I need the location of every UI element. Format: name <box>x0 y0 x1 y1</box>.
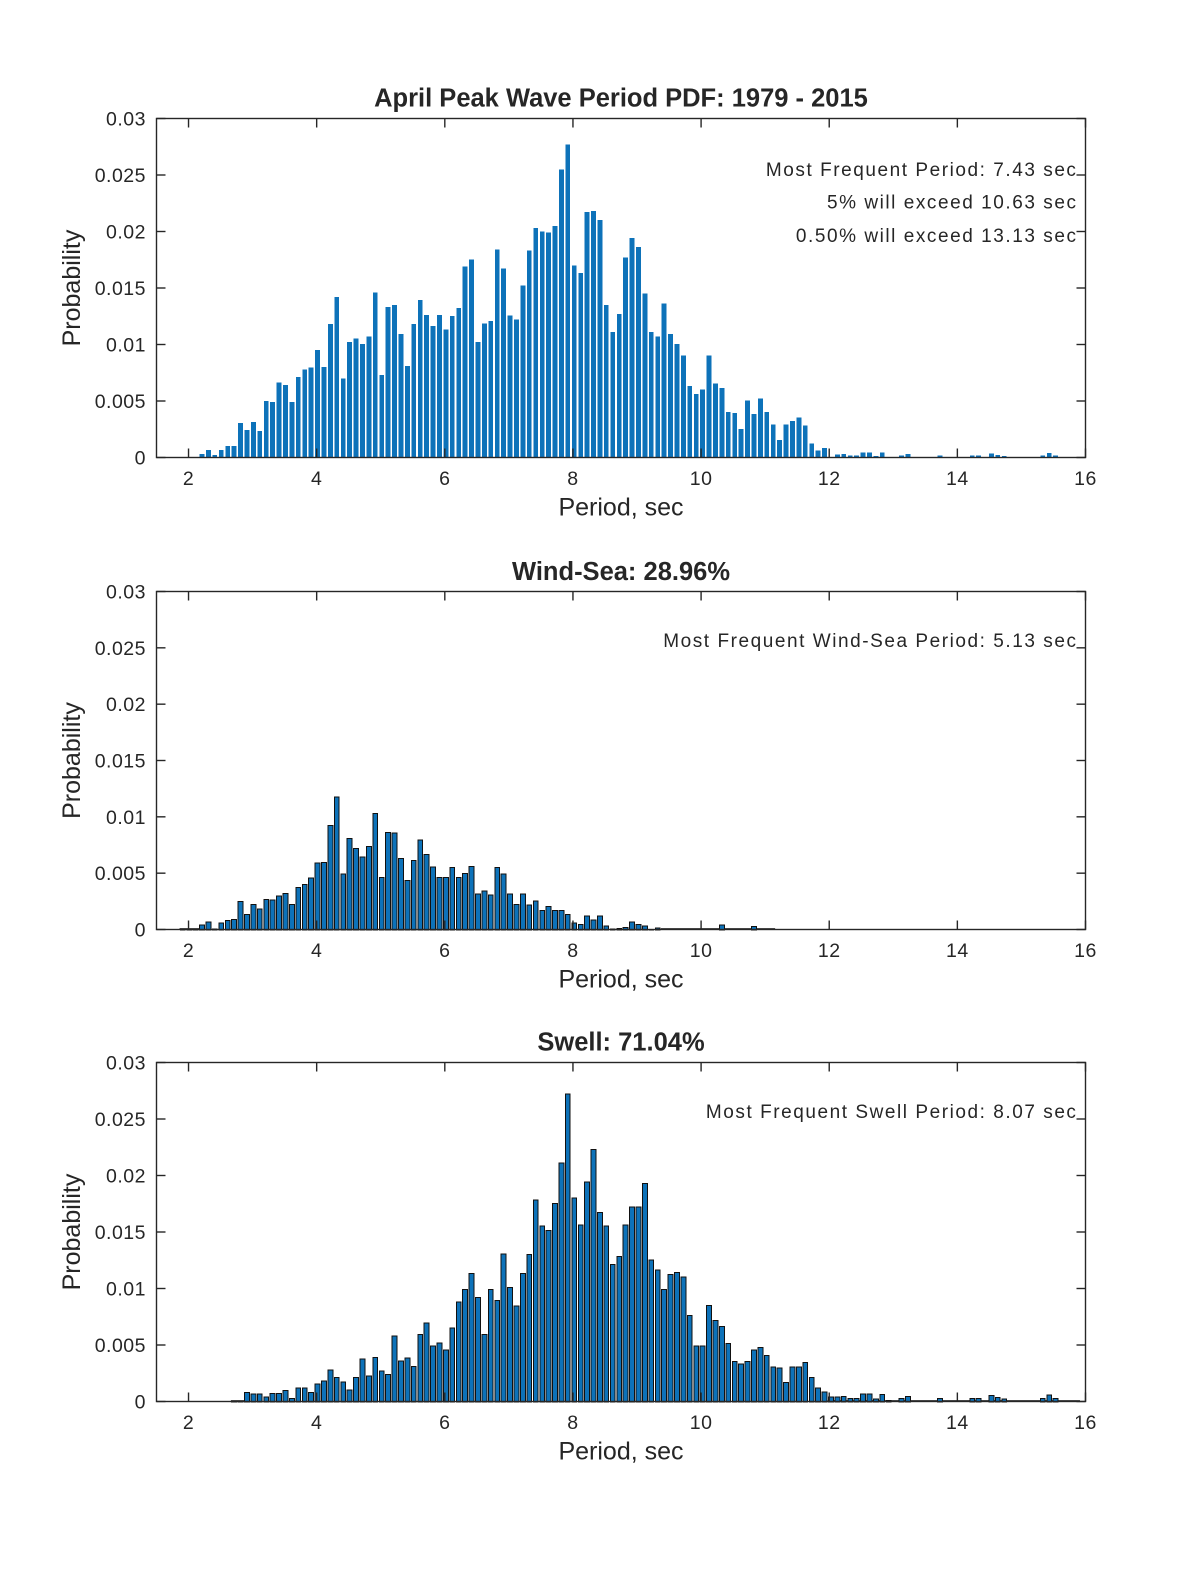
svg-text:10: 10 <box>690 468 713 490</box>
svg-text:14: 14 <box>946 1412 969 1434</box>
svg-text:0.02: 0.02 <box>106 222 146 244</box>
svg-text:Most Frequent Wind-Sea Period:: Most Frequent Wind-Sea Period: 5.13 sec <box>663 631 1077 652</box>
svg-text:Probability: Probability <box>58 702 86 819</box>
svg-text:12: 12 <box>818 940 841 962</box>
svg-text:10: 10 <box>690 1412 713 1434</box>
svg-text:12: 12 <box>818 1412 841 1434</box>
svg-text:2: 2 <box>183 940 194 962</box>
svg-text:6: 6 <box>439 1412 450 1434</box>
svg-text:0.02: 0.02 <box>106 1166 146 1188</box>
svg-text:0.015: 0.015 <box>95 278 146 300</box>
svg-text:Most Frequent Period: 7.43 sec: Most Frequent Period: 7.43 sec <box>766 160 1078 181</box>
svg-text:10: 10 <box>690 940 713 962</box>
svg-text:16: 16 <box>1074 468 1097 490</box>
svg-text:16: 16 <box>1074 940 1097 962</box>
svg-text:5% will exceed 10.63 sec: 5% will exceed 10.63 sec <box>827 192 1078 213</box>
svg-text:2: 2 <box>183 468 194 490</box>
svg-text:16: 16 <box>1074 1412 1097 1434</box>
svg-text:0.01: 0.01 <box>106 335 146 357</box>
svg-text:0.025: 0.025 <box>95 1109 146 1131</box>
svg-text:4: 4 <box>311 468 322 490</box>
svg-text:0.025: 0.025 <box>95 165 146 187</box>
svg-text:4: 4 <box>311 940 322 962</box>
svg-text:6: 6 <box>439 940 450 962</box>
svg-text:0.005: 0.005 <box>95 1335 146 1357</box>
svg-text:Probability: Probability <box>58 1173 86 1290</box>
svg-text:Period, sec: Period, sec <box>558 494 683 522</box>
svg-text:April Peak Wave Period PDF: 19: April Peak Wave Period PDF: 1979 - 2015 <box>374 84 868 112</box>
svg-text:8: 8 <box>567 940 578 962</box>
svg-text:Probability: Probability <box>58 229 86 346</box>
svg-text:0.025: 0.025 <box>95 638 146 660</box>
svg-text:0.03: 0.03 <box>106 109 146 131</box>
svg-text:0.005: 0.005 <box>95 863 146 885</box>
svg-text:Period, sec: Period, sec <box>558 966 683 994</box>
svg-text:8: 8 <box>567 468 578 490</box>
svg-text:2: 2 <box>183 1412 194 1434</box>
svg-text:Swell: 71.04%: Swell: 71.04% <box>537 1029 704 1057</box>
svg-text:8: 8 <box>567 1412 578 1434</box>
svg-text:Wind-Sea: 28.96%: Wind-Sea: 28.96% <box>512 558 730 586</box>
svg-text:0.005: 0.005 <box>95 391 146 413</box>
svg-text:0.03: 0.03 <box>106 582 146 604</box>
svg-text:0: 0 <box>135 448 146 470</box>
svg-text:Period, sec: Period, sec <box>558 1438 683 1466</box>
svg-text:6: 6 <box>439 468 450 490</box>
svg-text:0.01: 0.01 <box>106 807 146 829</box>
svg-text:4: 4 <box>311 1412 322 1434</box>
svg-text:Most Frequent Swell Period: 8.: Most Frequent Swell Period: 8.07 sec <box>706 1102 1078 1123</box>
svg-text:12: 12 <box>818 468 841 490</box>
svg-text:0.015: 0.015 <box>95 751 146 773</box>
svg-text:0: 0 <box>135 920 146 942</box>
svg-text:0.50% will exceed 13.13 sec: 0.50% will exceed 13.13 sec <box>796 226 1078 247</box>
svg-text:0.02: 0.02 <box>106 694 146 716</box>
svg-text:0.01: 0.01 <box>106 1279 146 1301</box>
svg-text:14: 14 <box>946 940 969 962</box>
svg-text:0.03: 0.03 <box>106 1053 146 1075</box>
svg-text:0.015: 0.015 <box>95 1222 146 1244</box>
svg-text:0: 0 <box>135 1392 146 1414</box>
svg-text:14: 14 <box>946 468 969 490</box>
